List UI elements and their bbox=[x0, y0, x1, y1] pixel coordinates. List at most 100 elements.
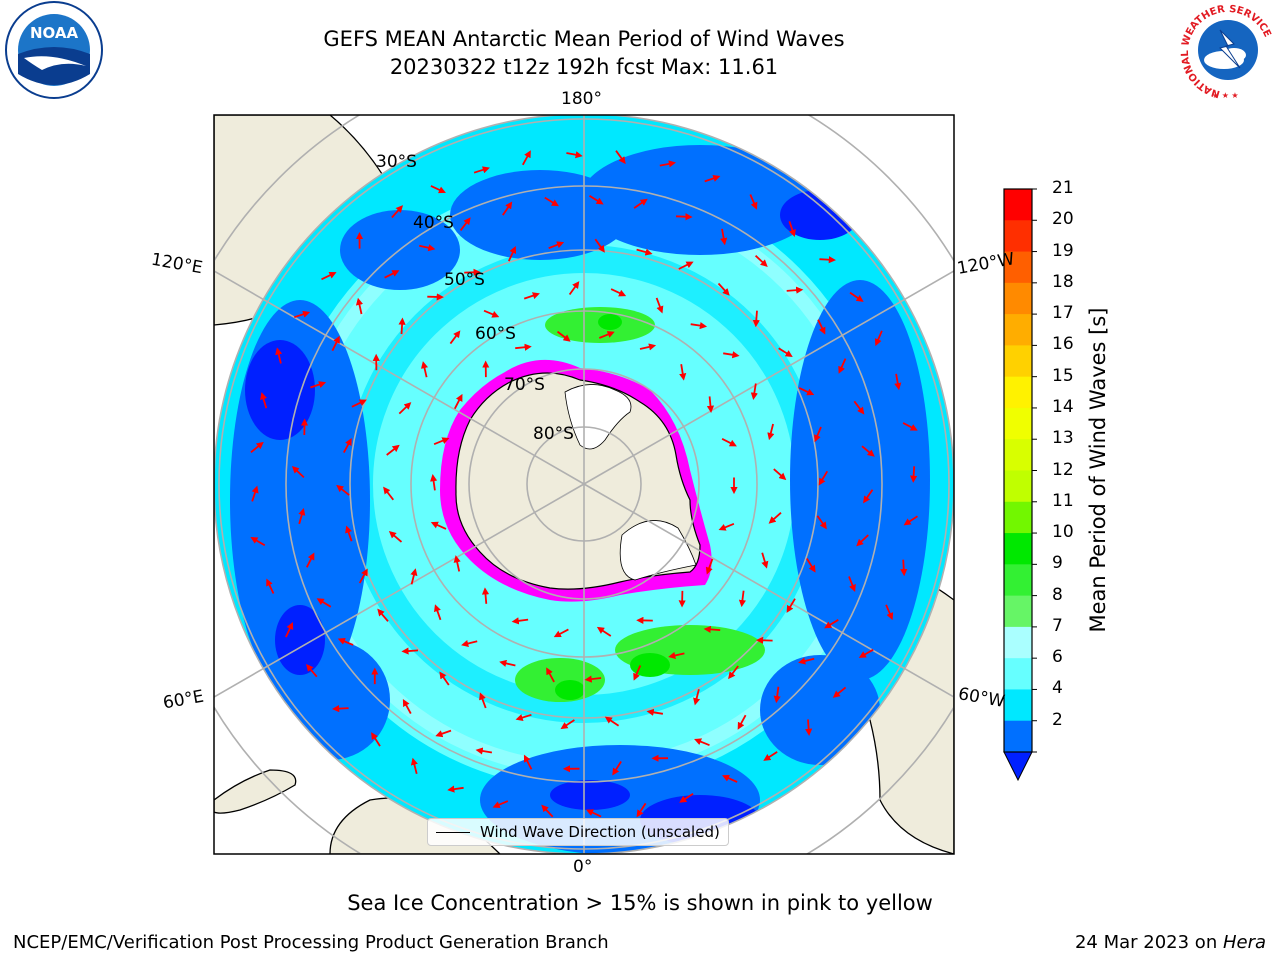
wind-wave-arrow bbox=[548, 241, 565, 250]
wind-wave-arrow bbox=[728, 665, 739, 680]
wind-wave-arrow bbox=[655, 297, 664, 314]
wind-wave-arrow bbox=[596, 626, 612, 637]
wind-wave-arrow bbox=[668, 651, 685, 659]
wind-wave-arrow bbox=[863, 489, 874, 504]
colorbar-band bbox=[1004, 533, 1032, 565]
wind-wave-arrow bbox=[584, 675, 602, 683]
wind-wave-arrow bbox=[453, 555, 461, 572]
wind-wave-arrow bbox=[294, 310, 311, 319]
noaa-logo-text: NOAA bbox=[30, 24, 79, 42]
wind-wave-arrow bbox=[805, 719, 813, 736]
colorbar-band bbox=[1004, 658, 1032, 690]
wind-wave-arrow bbox=[435, 729, 452, 738]
colorbar-tick-label: 17 bbox=[1052, 303, 1074, 324]
wind-wave-arrow bbox=[806, 558, 816, 573]
colorbar-tick-label: 21 bbox=[1052, 178, 1074, 198]
wind-wave-arrow bbox=[331, 335, 340, 352]
bright-green-patches bbox=[555, 314, 670, 700]
wind-wave-arrow bbox=[798, 657, 815, 665]
wind-wave-arrow bbox=[377, 608, 389, 622]
wind-wave-arrow bbox=[874, 330, 883, 347]
wind-wave-arrow bbox=[788, 221, 796, 238]
wind-wave-arrow bbox=[594, 238, 605, 253]
green-patches bbox=[515, 307, 765, 702]
wind-wave-arrow bbox=[767, 423, 775, 441]
wind-wave-arrow bbox=[553, 628, 569, 638]
wind-wave-arrow bbox=[721, 437, 737, 447]
wind-wave-arrow bbox=[250, 441, 264, 453]
wind-wave-arrow bbox=[679, 792, 694, 803]
wind-wave-arrow bbox=[475, 747, 493, 755]
colorbar-band bbox=[1004, 564, 1032, 597]
wind-wave-arrow bbox=[345, 525, 353, 542]
colorbar-band bbox=[1004, 595, 1032, 628]
wind-wave-arrow bbox=[694, 738, 710, 747]
wind-wave-arrow bbox=[816, 515, 827, 530]
wind-wave-arrow bbox=[556, 330, 571, 342]
wind-wave-arrow bbox=[717, 282, 730, 296]
colorbar-tick-label: 14 bbox=[1052, 396, 1074, 417]
ice-shelf-ross bbox=[564, 384, 632, 450]
wind-wave-arrow bbox=[479, 692, 487, 709]
wind-wave-arrow bbox=[754, 255, 768, 267]
wind-wave-arrow bbox=[358, 568, 368, 584]
wind-wave-arrow bbox=[337, 638, 354, 646]
wind-wave-arrow bbox=[768, 512, 782, 524]
wind-wave-arrow bbox=[902, 422, 918, 431]
wind-wave-arrow bbox=[639, 343, 657, 351]
wind-wave-arrow bbox=[332, 705, 349, 713]
wind-wave-arrow bbox=[903, 515, 918, 526]
wind-wave-arrow bbox=[819, 256, 836, 264]
wind-wave-arrow bbox=[251, 485, 259, 502]
wind-wave-arrow bbox=[703, 625, 721, 633]
map-legend: Wind Wave Direction (unscaled) bbox=[427, 818, 729, 846]
wind-wave-arrow bbox=[291, 466, 305, 479]
wind-wave-arrow bbox=[885, 604, 894, 621]
noaa-logo: NOAA bbox=[5, 1, 103, 99]
wind-wave-arrow bbox=[439, 671, 450, 686]
legend-line-sample bbox=[436, 831, 470, 833]
wind-wave-arrow bbox=[853, 400, 865, 415]
wind-wave-arrow bbox=[690, 322, 708, 330]
colorbar-band bbox=[1004, 220, 1032, 253]
wind-wave-arrow bbox=[492, 800, 509, 809]
wind-wave-arrow bbox=[704, 174, 721, 183]
wind-wave-arrow bbox=[832, 686, 847, 698]
footer-machine: Hera bbox=[1222, 932, 1266, 953]
wind-wave-arrow bbox=[678, 261, 694, 270]
wind-wave-arrow bbox=[420, 361, 429, 378]
wind-wave-arrow bbox=[861, 445, 875, 457]
wind-wave-arrow bbox=[586, 809, 602, 818]
wind-wave-arrow bbox=[499, 659, 516, 667]
colorbar-tick-label: 12 bbox=[1052, 459, 1074, 480]
wind-wave-arrow bbox=[604, 716, 620, 727]
wind-wave-arrow bbox=[910, 466, 918, 483]
wind-wave-arrow bbox=[398, 402, 412, 415]
wind-wave-arrow bbox=[773, 686, 781, 704]
wind-wave-arrow bbox=[502, 201, 513, 216]
wind-wave-arrow bbox=[752, 310, 760, 328]
wind-wave-arrow bbox=[449, 330, 461, 345]
wind-wave-arrow bbox=[633, 665, 642, 681]
wind-wave-arrow bbox=[430, 474, 438, 491]
colorbar-tick-label: 18 bbox=[1052, 271, 1074, 292]
colorbar-band bbox=[1004, 470, 1032, 503]
wind-wave-arrow bbox=[858, 648, 874, 658]
colorbar-tick-label: 10 bbox=[1052, 522, 1074, 543]
lon-label-180: 180° bbox=[561, 89, 602, 109]
wind-wave-arrow bbox=[402, 699, 412, 715]
colorbar-tick-label: 9 bbox=[1052, 553, 1063, 574]
wind-wave-arrow bbox=[398, 317, 406, 335]
wind-wave-arrow bbox=[419, 244, 436, 252]
wind-wave-arrow bbox=[693, 689, 701, 706]
wind-wave-arrow bbox=[818, 470, 829, 486]
wind-wave-arrow bbox=[523, 754, 533, 770]
wind-wave-arrow bbox=[371, 732, 381, 747]
wind-wave-arrow bbox=[343, 438, 352, 454]
colorbar-band bbox=[1004, 345, 1032, 378]
wind-wave-arrow bbox=[568, 281, 580, 296]
wind-wave-arrow bbox=[900, 559, 908, 577]
wind-wave-arrow bbox=[636, 248, 653, 256]
wind-wave-arrow bbox=[737, 714, 747, 730]
